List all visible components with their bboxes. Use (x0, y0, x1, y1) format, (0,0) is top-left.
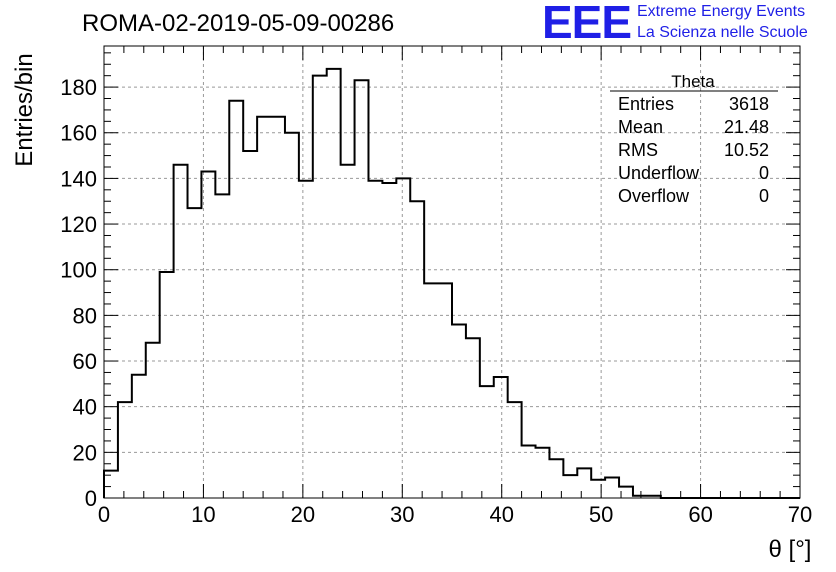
x-tick-label: 30 (390, 502, 414, 527)
stats-row-label: Mean (618, 117, 663, 137)
histogram-bin (480, 386, 494, 498)
stats-box-title: Theta (671, 72, 715, 91)
stats-row-label: Underflow (618, 163, 700, 183)
eee-logo: EEE Extreme Energy Events La Scienza nel… (540, 0, 836, 48)
histogram-bin (396, 178, 410, 498)
x-tick-label: 40 (489, 502, 513, 527)
histogram-bin (341, 165, 355, 498)
stats-row-label: RMS (618, 140, 658, 160)
plot-frame (103, 45, 801, 499)
y-tick-label: 0 (85, 486, 97, 511)
x-tick-label: 50 (589, 502, 613, 527)
histogram-bin (132, 375, 146, 498)
histogram-bin (591, 480, 605, 498)
y-tick-labels: 0 20 40 60 80 100 120 140 160 180 (60, 75, 97, 511)
y-tick-label: 140 (60, 166, 97, 191)
histogram-bin (271, 117, 285, 498)
histogram-bin (174, 165, 188, 498)
y-tick-label: 40 (73, 395, 97, 420)
y-tick-label: 100 (60, 258, 97, 283)
logo-tagline-1: Extreme Energy Events (637, 3, 806, 20)
x-tick-labels: 0 10 20 30 40 50 60 70 (98, 502, 812, 527)
x-tick-label: 10 (191, 502, 215, 527)
y-tick-label: 160 (60, 121, 97, 146)
histogram-bin (146, 343, 160, 498)
histogram-bin (577, 468, 591, 498)
histogram-bin (382, 183, 396, 498)
histogram-bin (215, 194, 229, 498)
histogram-bin (536, 448, 550, 498)
histogram-bin (605, 477, 619, 498)
histogram-bars (103, 67, 800, 499)
logo-mark: EEE (542, 0, 632, 48)
histogram-bin (494, 377, 508, 498)
axis-ticks (103, 46, 801, 499)
stats-row-label: Overflow (618, 186, 690, 206)
logo-tagline-2: La Scienza nelle Scuole (637, 24, 808, 41)
histogram-outline (103, 67, 800, 499)
histogram-bin (118, 402, 132, 498)
y-axis-label: Entries/bin (11, 53, 38, 166)
x-tick-label: 0 (98, 502, 110, 527)
histogram-bin (160, 272, 174, 498)
x-tick-label: 60 (688, 502, 712, 527)
histogram-bin (452, 325, 466, 498)
histogram-bin (508, 402, 522, 498)
histogram-bin (299, 181, 313, 498)
histogram-bin (563, 475, 577, 498)
y-tick-label: 120 (60, 212, 97, 237)
histogram-bin (188, 208, 202, 498)
stats-row-value: 0 (759, 163, 769, 183)
histogram-bin (522, 445, 536, 498)
y-tick-label: 60 (73, 349, 97, 374)
histogram-bin (466, 338, 480, 498)
y-tick-label: 20 (73, 440, 97, 465)
x-tick-label: 20 (291, 502, 315, 527)
stats-box: Theta Entries 3618 Mean 21.48 RMS 10.52 Underf… (610, 72, 778, 206)
y-tick-label: 80 (73, 303, 97, 328)
chart-title: ROMA-02-2019-05-09-00286 (82, 10, 395, 37)
histogram-bin (355, 80, 369, 498)
x-axis-label: θ [°] (769, 536, 812, 563)
x-tick-label: 70 (788, 502, 812, 527)
histogram-bin (243, 151, 257, 498)
stats-row-value: 3618 (729, 94, 769, 114)
stats-row-value: 0 (759, 186, 769, 206)
histogram-bin (368, 181, 382, 498)
histogram-bin (410, 201, 424, 498)
stats-row-value: 21.48 (724, 117, 769, 137)
y-tick-label: 180 (60, 75, 97, 100)
histogram-bin (257, 117, 271, 498)
stats-row-value: 10.52 (724, 140, 769, 160)
histogram-bin (313, 76, 327, 498)
histogram-bin (229, 101, 243, 498)
stats-row-label: Entries (618, 94, 674, 114)
grid (104, 46, 800, 498)
